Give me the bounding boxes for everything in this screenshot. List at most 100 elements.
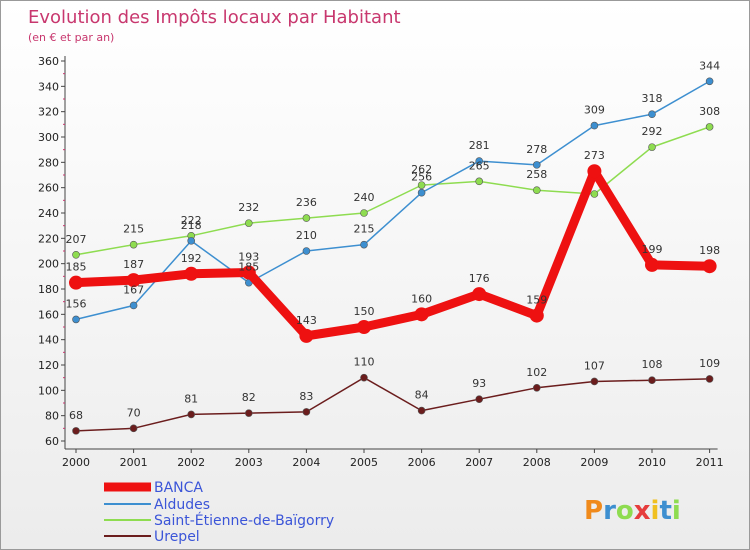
data-label: 318 bbox=[642, 92, 663, 105]
y-tick-label: 260 bbox=[38, 182, 59, 195]
data-point-saint-etienne-de-baigorry bbox=[245, 219, 253, 227]
x-tick-label: 2011 bbox=[696, 456, 724, 469]
data-label: 185 bbox=[238, 261, 259, 274]
data-point-saint-etienne-de-baigorry bbox=[360, 209, 368, 217]
y-tick-label: 240 bbox=[38, 207, 59, 220]
data-point-saint-etienne-de-baigorry bbox=[648, 143, 656, 151]
data-point-aldudes bbox=[648, 110, 656, 118]
data-label: 143 bbox=[296, 314, 317, 327]
data-label: 207 bbox=[66, 233, 87, 246]
series-line-saint-etienne-de-baigorry bbox=[75, 126, 710, 256]
legend-label: BANCA bbox=[154, 480, 203, 496]
y-tick-label: 320 bbox=[38, 106, 59, 119]
data-label: 308 bbox=[699, 105, 720, 118]
data-label: 109 bbox=[699, 357, 720, 370]
chart-title: Evolution des Impôts locaux par Habitant bbox=[28, 7, 401, 28]
data-point-aldudes bbox=[532, 161, 541, 169]
data-label: 258 bbox=[526, 168, 547, 181]
x-tick-label: 2008 bbox=[523, 456, 551, 469]
x-tick-label: 2007 bbox=[465, 456, 493, 469]
data-point-urepel bbox=[475, 395, 484, 404]
proxiti-logo-text: Proxiti bbox=[584, 496, 681, 526]
data-label: 256 bbox=[411, 171, 432, 184]
data-label: 83 bbox=[299, 390, 313, 403]
legend-label: Aldudes bbox=[154, 497, 210, 513]
data-point-banca bbox=[414, 307, 429, 322]
data-point-saint-etienne-de-baigorry bbox=[417, 181, 426, 189]
data-label: 187 bbox=[123, 258, 144, 271]
x-tick-label: 2001 bbox=[120, 456, 148, 469]
x-tick-label: 2000 bbox=[62, 456, 90, 469]
data-label: 292 bbox=[642, 125, 663, 138]
data-point-urepel bbox=[302, 408, 311, 416]
y-tick-label: 340 bbox=[38, 80, 59, 93]
data-label: 156 bbox=[66, 297, 87, 310]
data-label: 167 bbox=[123, 283, 144, 296]
data-point-saint-etienne-de-baigorry bbox=[129, 240, 138, 249]
y-tick-label: 120 bbox=[38, 359, 59, 372]
axes: 60 80 100 120 140 160 180 200 220 240 260 280 300 320… bbox=[38, 55, 724, 469]
data-label: 236 bbox=[296, 196, 317, 209]
data-label: 281 bbox=[469, 139, 490, 152]
data-label: 160 bbox=[411, 292, 432, 305]
x-tick-label: 2005 bbox=[350, 456, 378, 469]
data-label: 102 bbox=[526, 366, 547, 379]
data-label: 215 bbox=[123, 223, 144, 236]
data-label: 210 bbox=[296, 229, 317, 242]
data-label: 199 bbox=[642, 243, 663, 256]
data-point-banca bbox=[472, 287, 487, 302]
data-label: 278 bbox=[526, 143, 547, 156]
x-tick-label: 2006 bbox=[408, 456, 436, 469]
data-label: 215 bbox=[354, 223, 375, 236]
data-point-aldudes bbox=[72, 315, 80, 324]
data-label: 218 bbox=[181, 219, 202, 232]
legend-label: Urepel bbox=[154, 529, 200, 545]
data-point-banca bbox=[126, 273, 141, 288]
data-label: 265 bbox=[469, 159, 490, 172]
series-line-urepel bbox=[75, 376, 710, 432]
data-point-urepel bbox=[532, 383, 541, 392]
data-label: 110 bbox=[354, 356, 375, 369]
data-point-saint-etienne-de-baigorry bbox=[475, 177, 484, 186]
data-label: 232 bbox=[238, 201, 259, 214]
data-point-banca bbox=[184, 266, 199, 281]
data-point-banca bbox=[357, 320, 371, 334]
data-point-saint-etienne-de-baigorry bbox=[532, 186, 541, 194]
data-point-saint-etienne-de-baigorry bbox=[72, 251, 80, 259]
data-label: 192 bbox=[181, 252, 202, 265]
x-tick-label: 2003 bbox=[235, 456, 263, 469]
chart-subtitle: (en € et par an) bbox=[28, 31, 114, 44]
data-point-aldudes bbox=[302, 247, 311, 255]
data-point-aldudes bbox=[360, 240, 368, 249]
y-tick-label: 300 bbox=[38, 131, 59, 144]
y-tick-label: 80 bbox=[45, 410, 59, 423]
data-point-banca bbox=[299, 328, 314, 343]
proxiti-logo: Proxiti bbox=[584, 496, 681, 526]
data-label: 193 bbox=[238, 251, 259, 264]
data-point-urepel bbox=[417, 406, 426, 415]
x-tick-label: 2002 bbox=[177, 456, 205, 469]
data-point-banca bbox=[529, 308, 544, 323]
data-label: 84 bbox=[415, 389, 429, 402]
y-tick-label: 100 bbox=[38, 384, 59, 397]
data-point-urepel bbox=[187, 410, 195, 419]
data-label: 185 bbox=[66, 261, 87, 274]
y-tick-label: 200 bbox=[38, 258, 59, 271]
data-labels: 68 70 81 82 83 110 84 93 102 107 108 109 207 215 222 23… bbox=[66, 59, 721, 422]
data-point-banca bbox=[645, 257, 659, 272]
data-point-saint-etienne-de-baigorry bbox=[590, 190, 599, 198]
data-point-aldudes bbox=[475, 157, 484, 165]
y-tick-label: 280 bbox=[38, 156, 59, 169]
data-label: 159 bbox=[526, 294, 547, 307]
y-tick-label: 180 bbox=[38, 283, 59, 296]
y-tick-label: 60 bbox=[45, 435, 59, 448]
data-label: 81 bbox=[184, 392, 198, 405]
series-layer bbox=[69, 77, 717, 435]
data-label: 108 bbox=[642, 358, 663, 371]
data-label: 150 bbox=[354, 305, 375, 318]
data-point-aldudes bbox=[705, 77, 714, 86]
data-point-banca bbox=[241, 265, 256, 280]
data-label: 240 bbox=[354, 191, 375, 204]
data-point-urepel bbox=[72, 427, 80, 435]
